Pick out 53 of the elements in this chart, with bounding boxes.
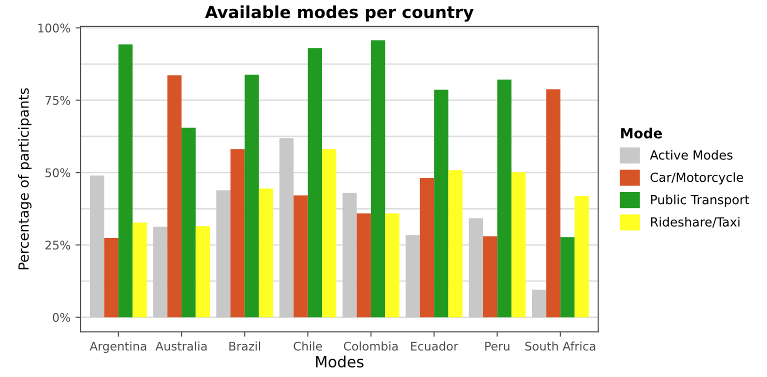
bar: [258, 188, 274, 318]
bar: [153, 226, 168, 318]
bar: [90, 175, 104, 318]
bar: [167, 75, 182, 318]
bar: [574, 196, 589, 318]
bar: [385, 213, 400, 318]
bar: [468, 218, 484, 318]
bar: [497, 80, 512, 318]
y-tick-label: 0%: [52, 313, 70, 322]
x-tick-label: Chile: [294, 341, 322, 351]
x-tick-label: Peru: [485, 342, 510, 351]
legend-label: Rideshare/Taxi: [651, 216, 740, 228]
bar: [104, 238, 118, 318]
bar: [132, 222, 147, 318]
bar: [483, 236, 498, 318]
bar: [196, 226, 210, 318]
bar: [560, 237, 575, 318]
bar: [356, 213, 371, 318]
bar: [118, 44, 133, 318]
bar: [308, 48, 322, 318]
bar: [244, 74, 259, 318]
bar: [370, 40, 386, 318]
bar: [216, 190, 230, 318]
bar: [420, 178, 434, 318]
bar: [294, 195, 308, 318]
x-tick-label: Brazil: [229, 341, 260, 351]
y-axis-title: Percentage of participants: [18, 88, 32, 270]
x-tick-label: Ecuador: [411, 341, 458, 351]
chart-title: Available modes per country: [204, 5, 474, 22]
x-tick-label: South Africa: [525, 341, 596, 351]
bar: [230, 149, 245, 318]
bar: [279, 138, 294, 318]
legend-label: Public Transport: [651, 194, 750, 207]
x-axis-title: Modes: [316, 356, 364, 368]
x-tick-label: Australia: [156, 341, 207, 351]
bar: [322, 149, 336, 318]
x-tick-label: Colombia: [344, 341, 398, 351]
bar: [511, 172, 526, 318]
bar: [342, 192, 357, 318]
bar: [434, 90, 448, 318]
y-tick-label: 25%: [45, 240, 70, 250]
bar: [406, 235, 420, 318]
legend-label: Car/Motorcycle: [650, 172, 744, 184]
y-tick-label: 75%: [46, 96, 70, 105]
bar: [182, 128, 196, 318]
legend-title: Mode: [621, 128, 662, 138]
bar: [546, 89, 560, 318]
x-tick-label: Argentina: [90, 341, 146, 353]
y-tick-label: 50%: [45, 168, 70, 178]
y-tick-label: 100%: [38, 24, 70, 32]
legend-label: Active Modes: [650, 150, 732, 160]
bar: [532, 290, 546, 318]
bar: [448, 170, 463, 318]
